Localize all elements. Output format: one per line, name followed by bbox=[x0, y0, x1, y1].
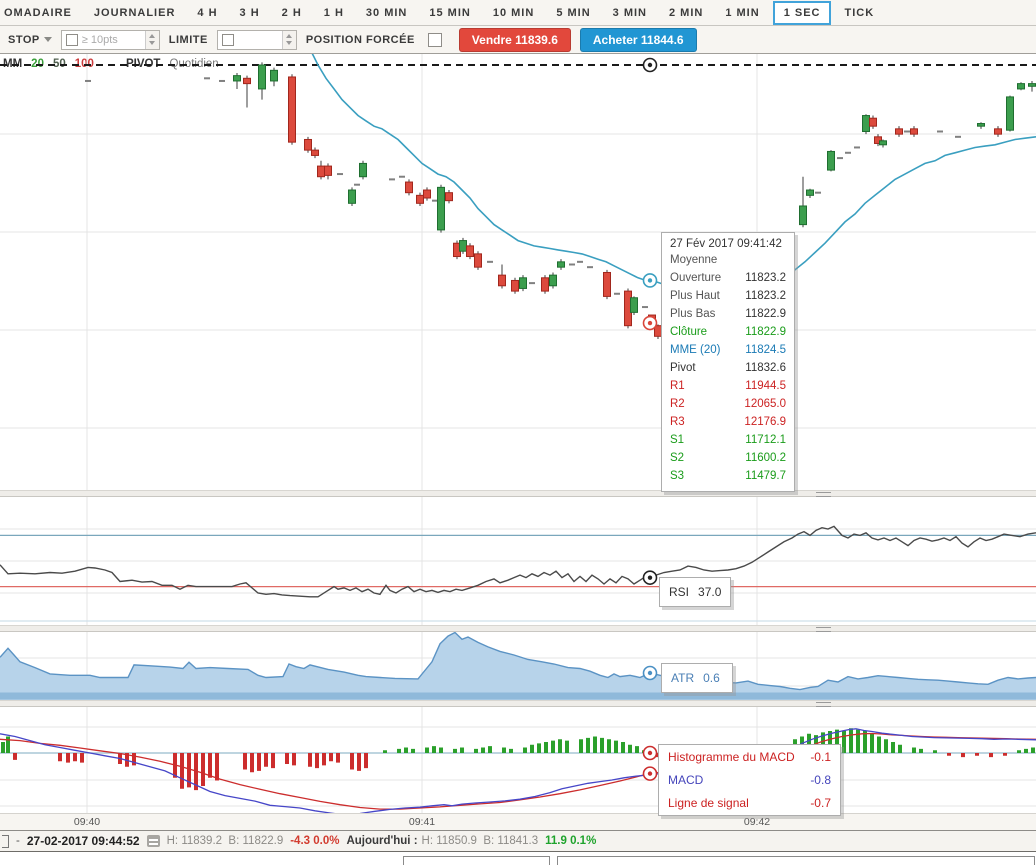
today-values: H: 11850.9 B: 11841.3 bbox=[421, 835, 539, 847]
status-datetime: 27-02-2017 09:44:52 bbox=[26, 834, 140, 848]
tooltip-datetime: 27 Fév 2017 09:41:42 bbox=[670, 238, 782, 250]
rsi-line bbox=[0, 525, 1036, 598]
rsi-chart-canvas[interactable] bbox=[0, 497, 1036, 625]
rsi-value-box: RSI 37.0 bbox=[659, 577, 731, 607]
stop-threshold-input[interactable]: ≥ 10pts bbox=[60, 29, 160, 50]
price-grid bbox=[0, 54, 1036, 490]
buy-button[interactable]: Acheter 11844.6 bbox=[579, 27, 697, 52]
stop-label: STOP bbox=[8, 33, 40, 46]
bottom-clipped-strip bbox=[0, 852, 1036, 865]
price-chart-canvas[interactable] bbox=[0, 54, 1036, 490]
atr-value-box: ATR 0.6 bbox=[661, 663, 733, 693]
mm50-legend[interactable]: 50 bbox=[52, 58, 66, 70]
rsi-atr-separator[interactable] bbox=[0, 625, 1036, 632]
limit-input[interactable] bbox=[216, 29, 297, 50]
forced-position-checkbox[interactable] bbox=[427, 32, 442, 47]
price-rsi-separator[interactable] bbox=[0, 490, 1036, 497]
stop-dropdown[interactable]: STOP bbox=[8, 34, 52, 46]
timeframe-15min[interactable]: 15 MIN bbox=[429, 6, 471, 19]
time-axis: 09:40 09:41 09:42 bbox=[0, 813, 1036, 830]
resize-grip-icon[interactable] bbox=[816, 492, 831, 497]
tooltip-row-r3: R3 12176.9 bbox=[670, 416, 786, 428]
status-dash: - bbox=[16, 835, 20, 847]
order-bar: STOP ≥ 10pts LIMITE POSITION FORCÉE Vend… bbox=[0, 26, 1036, 54]
macd-grid bbox=[0, 707, 1036, 813]
session-high-label: H: 11839.2 B: 11822.9 bbox=[166, 835, 284, 847]
tooltip-row-high: Plus Haut 11823.2 bbox=[670, 290, 786, 302]
session-change: -4.3 0.0% bbox=[290, 835, 340, 847]
atr-macd-separator[interactable] bbox=[0, 700, 1036, 707]
limit-label: LIMITE bbox=[168, 33, 208, 46]
tooltip-row-pivot: Pivot 11832.6 bbox=[670, 362, 786, 374]
limit-checkbox[interactable] bbox=[221, 33, 234, 46]
status-bar: - 27-02-2017 09:44:52 H: 11839.2 B: 1182… bbox=[0, 830, 1036, 852]
tooltip-row-mme20: MME (20) 11824.5 bbox=[670, 344, 786, 356]
timeframe-3min[interactable]: 3 MIN bbox=[612, 6, 647, 19]
tooltip-row-low: Plus Bas 11822.9 bbox=[670, 308, 786, 320]
stop-stepper[interactable] bbox=[144, 30, 159, 49]
timeframe-journalier[interactable]: JOURNALIER bbox=[93, 6, 176, 19]
timeframe-5min[interactable]: 5 MIN bbox=[556, 6, 591, 19]
timeframe-hebdomadaire[interactable]: OMADAIRE bbox=[4, 6, 72, 19]
axis-label-0940: 09:40 bbox=[73, 816, 101, 828]
tooltip-subtitle: Moyenne bbox=[670, 254, 718, 266]
tooltip-row-r1: R1 11944.5 bbox=[670, 380, 786, 392]
chevron-down-icon bbox=[43, 37, 52, 43]
today-label: Aujourd'hui : bbox=[346, 835, 418, 847]
tooltip-row-open: Ouverture 11823.2 bbox=[670, 272, 786, 284]
calendar-icon[interactable] bbox=[146, 835, 160, 847]
price-tooltip: 27 Fév 2017 09:41:42 Moyenne Ouverture 11… bbox=[661, 232, 795, 492]
macd-line-row: MACD -0.8 bbox=[668, 773, 831, 787]
macd-line bbox=[0, 728, 1036, 813]
rsi-grid bbox=[0, 497, 1036, 625]
forced-position-label: POSITION FORCÉE bbox=[305, 33, 415, 46]
atr-value: 0.6 bbox=[703, 671, 720, 685]
pivot-legend-label[interactable]: PIVOT bbox=[125, 58, 161, 70]
macd-histogram-row: Histogramme du MACD -0.1 bbox=[668, 750, 831, 764]
clipped-panel-left bbox=[403, 856, 550, 865]
limit-stepper[interactable] bbox=[281, 30, 296, 49]
stop-threshold-placeholder: ≥ 10pts bbox=[81, 33, 118, 46]
tooltip-row-close: Clôture 11822.9 bbox=[670, 326, 786, 338]
macd-chart-canvas[interactable] bbox=[0, 707, 1036, 813]
mme20-line bbox=[311, 54, 1036, 311]
sell-button[interactable]: Vendre 11839.6 bbox=[458, 27, 571, 52]
axis-label-0942: 09:42 bbox=[743, 816, 771, 828]
macd-tooltip: Histogramme du MACD -0.1 MACD -0.8 Ligne d… bbox=[658, 744, 841, 816]
rsi-label: RSI bbox=[669, 585, 690, 599]
macd-signal-row: Ligne de signal -0.7 bbox=[668, 796, 831, 810]
timeframe-30min[interactable]: 30 MIN bbox=[365, 6, 408, 19]
timeframe-4h[interactable]: 4 H bbox=[197, 6, 218, 19]
axis-label-0941: 09:41 bbox=[408, 816, 436, 828]
atr-label: ATR bbox=[671, 671, 695, 685]
macd-histogram bbox=[1, 728, 1035, 791]
timeframe-1h[interactable]: 1 H bbox=[323, 6, 344, 19]
atr-chart-canvas[interactable] bbox=[0, 632, 1036, 700]
tooltip-row-s2: S2 11600.2 bbox=[670, 452, 786, 464]
timeframe-tick[interactable]: TICK bbox=[844, 6, 875, 19]
timeframe-2min[interactable]: 2 MIN bbox=[669, 6, 704, 19]
clipped-panel-right bbox=[557, 856, 1035, 865]
tooltip-row-s3: S3 11479.7 bbox=[670, 470, 786, 482]
clipped-panel-icon bbox=[2, 834, 9, 848]
tooltip-row-r2: R2 12065.0 bbox=[670, 398, 786, 410]
atr-area bbox=[0, 632, 1036, 700]
atr-line bbox=[0, 632, 1036, 691]
resize-grip-icon[interactable] bbox=[816, 627, 831, 632]
timeframe-bar: OMADAIRE JOURNALIER 4 H 3 H 2 H 1 H 30 M… bbox=[0, 0, 1036, 26]
resize-grip-icon[interactable] bbox=[816, 702, 831, 707]
timeframe-1min[interactable]: 1 MIN bbox=[725, 6, 760, 19]
stop-checkbox[interactable] bbox=[65, 33, 78, 46]
timeframe-10min[interactable]: 10 MIN bbox=[492, 6, 535, 19]
tooltip-row-s1: S1 11712.1 bbox=[670, 434, 786, 446]
candles bbox=[85, 62, 1036, 339]
timeframe-3h[interactable]: 3 H bbox=[239, 6, 260, 19]
timeframe-2h[interactable]: 2 H bbox=[281, 6, 302, 19]
timeframe-1sec-selected[interactable]: 1 SEC bbox=[772, 0, 832, 25]
rsi-value: 37.0 bbox=[698, 585, 722, 599]
today-change: 11.9 0.1% bbox=[545, 835, 597, 847]
